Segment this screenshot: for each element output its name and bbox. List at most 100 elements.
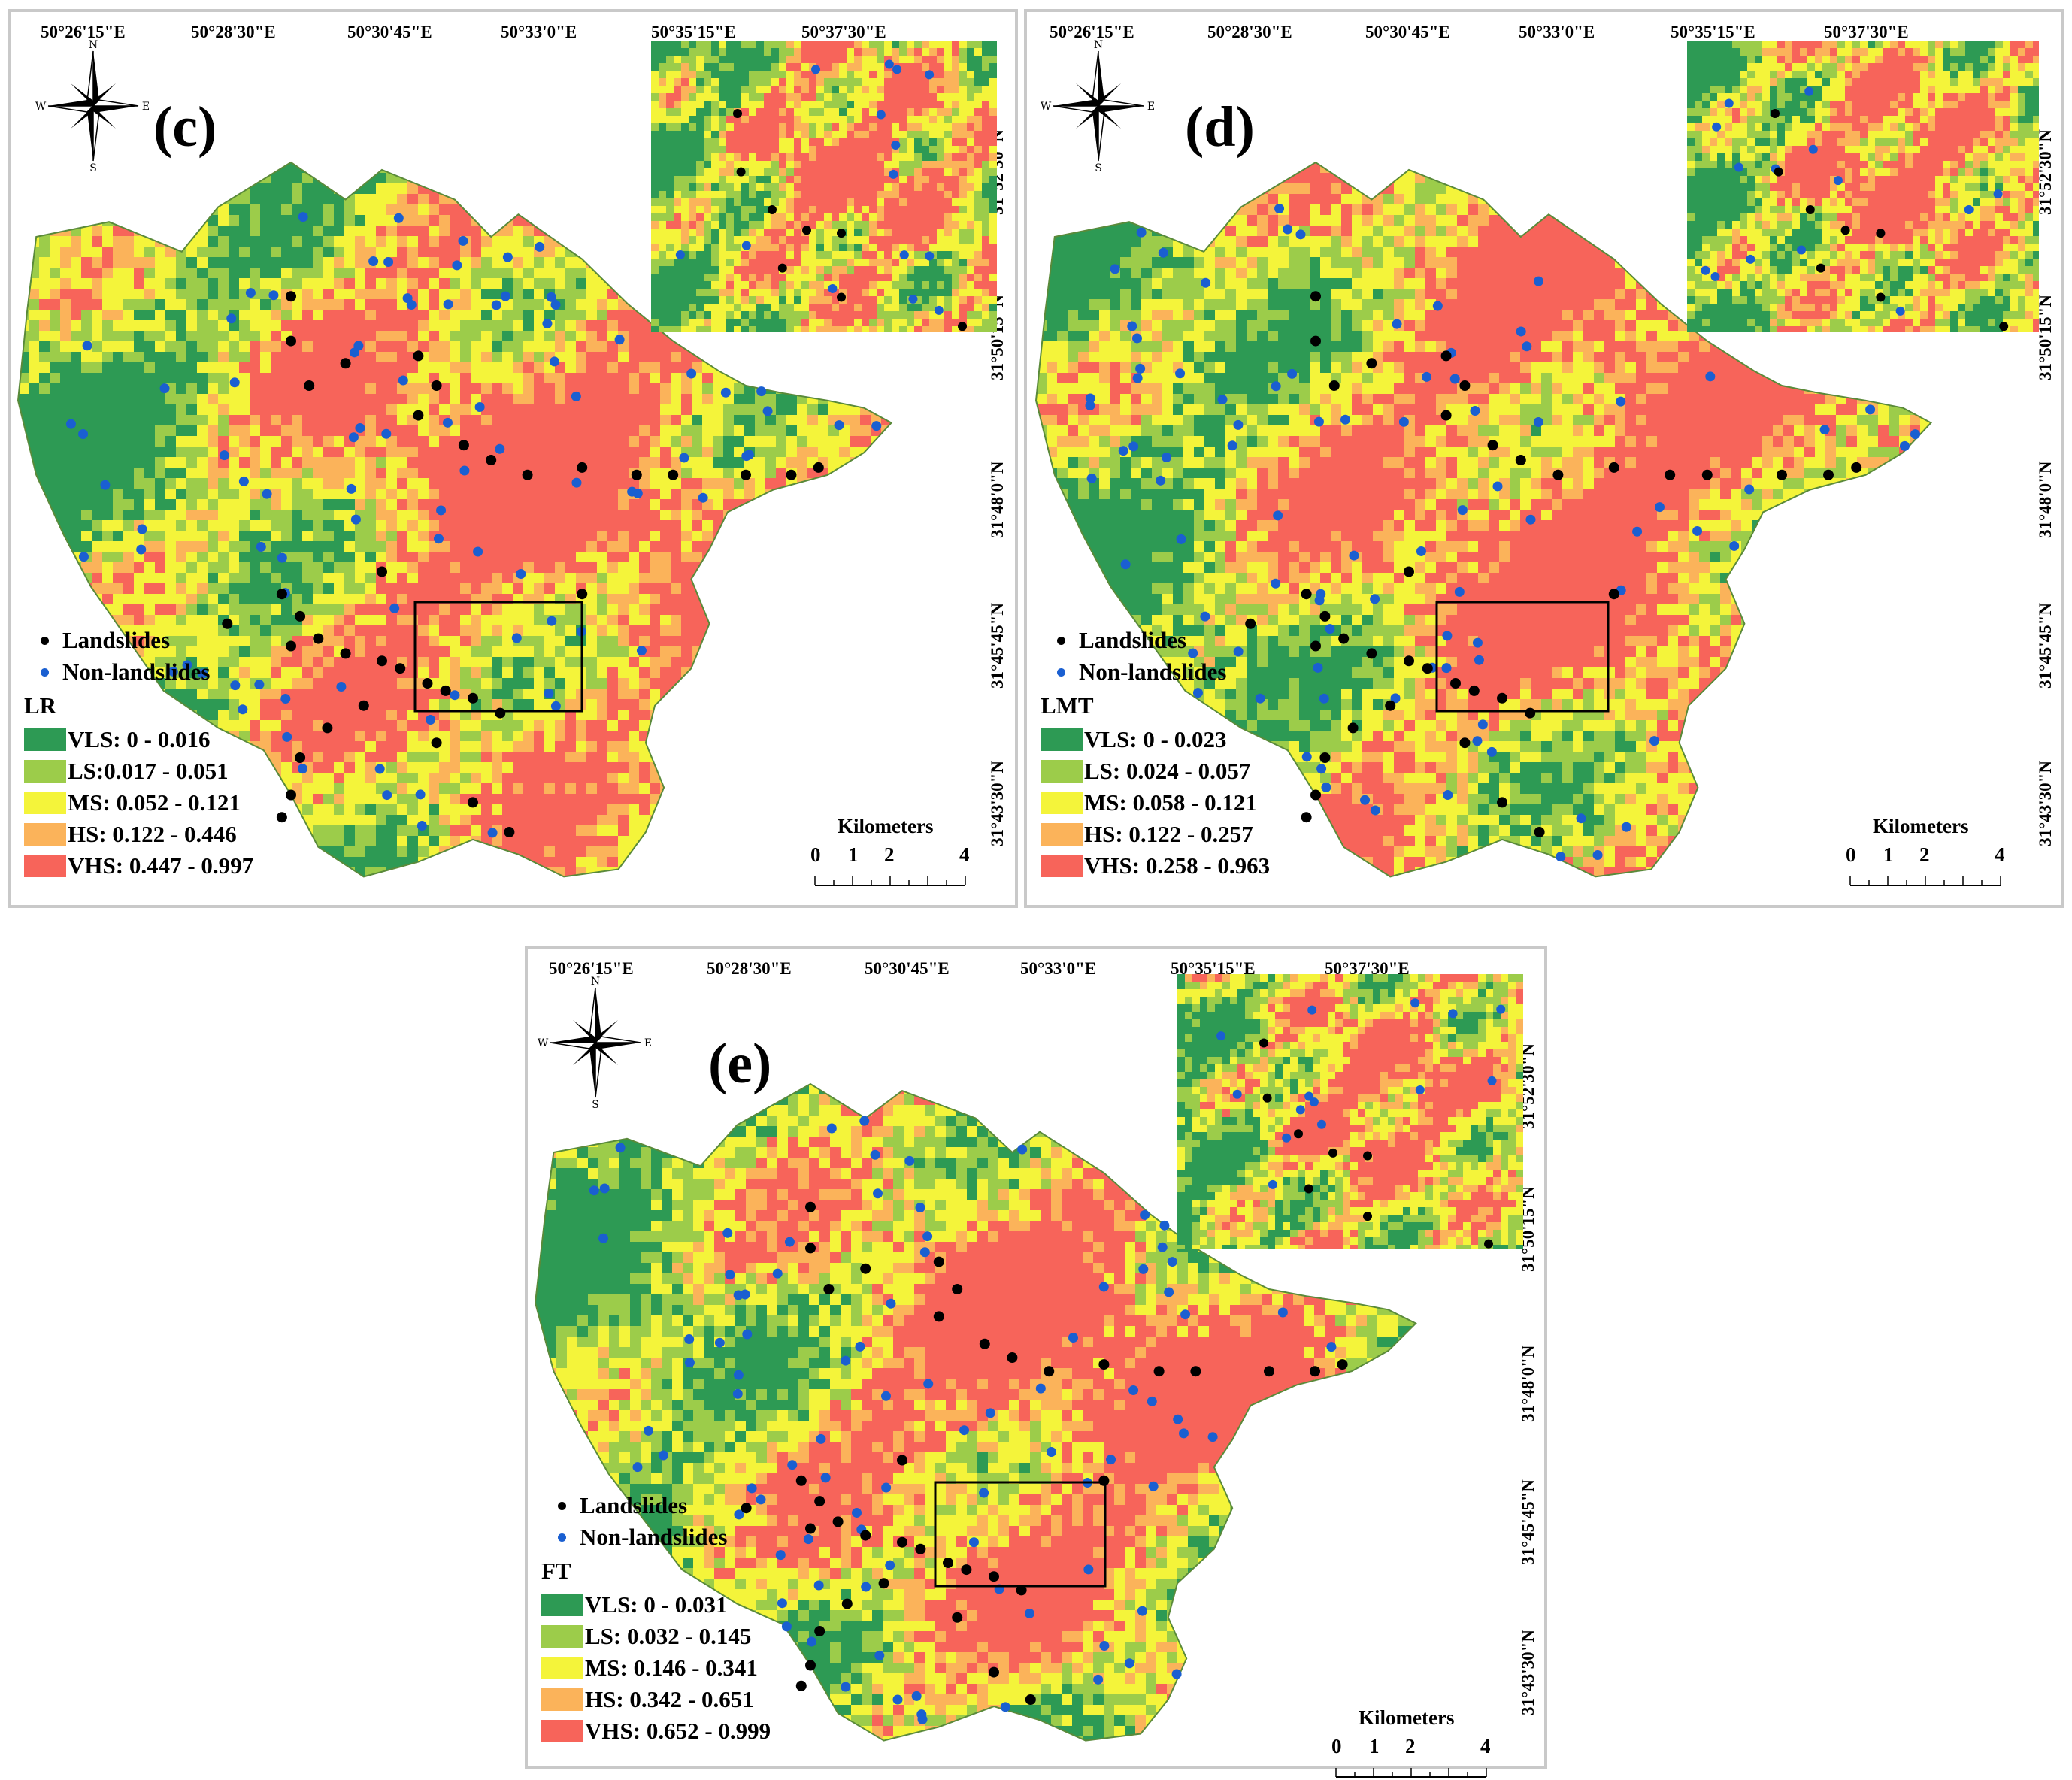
legend-class-ls: LS: 0.024 - 0.057 bbox=[1041, 755, 1270, 787]
non-landslide-point bbox=[230, 377, 240, 387]
non-landslide-point bbox=[1158, 1243, 1168, 1252]
landslide-point bbox=[1363, 1152, 1372, 1161]
landslide-point bbox=[1337, 1359, 1348, 1370]
non-landslide-point bbox=[777, 1598, 787, 1608]
svg-text:N: N bbox=[89, 39, 98, 51]
point-symbol-icon bbox=[1057, 668, 1065, 677]
landslide-point bbox=[1007, 1352, 1017, 1363]
latitude-label: 31°48'0"N bbox=[2036, 462, 2055, 538]
landslide-point bbox=[1806, 205, 1815, 214]
non-landslide-point bbox=[551, 701, 561, 711]
landslide-point bbox=[879, 1578, 889, 1588]
non-landslide-point bbox=[935, 306, 944, 315]
landslide-point bbox=[952, 1284, 962, 1294]
non-landslide-point bbox=[1321, 783, 1331, 792]
non-landslide-point bbox=[220, 450, 229, 460]
longitude-label: 50°30'45"E bbox=[865, 959, 950, 979]
color-swatch bbox=[1041, 823, 1083, 846]
latitude-label: 31°45'45"N bbox=[1519, 1479, 1538, 1565]
landslide-point bbox=[1816, 264, 1825, 273]
non-landslide-point bbox=[1119, 446, 1128, 456]
non-landslide-point bbox=[1325, 624, 1334, 634]
non-landslide-point bbox=[893, 1694, 903, 1704]
landslide-point bbox=[377, 655, 387, 666]
landslide-point bbox=[813, 462, 824, 473]
landslide-point bbox=[1999, 322, 2008, 331]
model-name: LR bbox=[24, 688, 253, 724]
landslide-point bbox=[423, 678, 433, 689]
non-landslide-point bbox=[347, 484, 356, 494]
non-landslide-point bbox=[600, 1183, 610, 1193]
non-landslide-point bbox=[1316, 764, 1326, 773]
non-landslide-point bbox=[891, 141, 900, 150]
model-name: FT bbox=[541, 1553, 771, 1589]
non-landslide-point bbox=[542, 319, 552, 328]
non-landslide-point bbox=[1218, 395, 1228, 404]
landslide-point bbox=[1823, 470, 1834, 480]
non-landslide-point bbox=[1316, 589, 1325, 599]
non-landslide-point bbox=[1128, 441, 1138, 451]
non-landslide-point bbox=[1487, 747, 1497, 757]
legend-class-ms: MS: 0.058 - 0.121 bbox=[1041, 787, 1270, 819]
landslide-point bbox=[1771, 109, 1780, 118]
non-landslide-point bbox=[855, 1342, 865, 1352]
non-landslide-point bbox=[1137, 228, 1147, 238]
non-landslide-point bbox=[349, 432, 359, 442]
non-landslide-point bbox=[1522, 341, 1531, 351]
non-landslide-point bbox=[892, 65, 901, 74]
non-landslide-point bbox=[886, 1299, 896, 1309]
non-landslide-point bbox=[835, 420, 844, 430]
legend-landslides: Landslides bbox=[1041, 625, 1270, 656]
legend-class-vls: VLS: 0 - 0.023 bbox=[1041, 724, 1270, 755]
landslide-point bbox=[733, 109, 742, 118]
non-landslide-point bbox=[416, 789, 426, 799]
non-landslide-point bbox=[1392, 319, 1402, 329]
legend-class-ls: LS:0.017 - 0.051 bbox=[24, 755, 253, 787]
non-landslide-point bbox=[1135, 364, 1145, 374]
non-landslide-point bbox=[1149, 1482, 1159, 1491]
non-landslide-point bbox=[807, 1636, 816, 1646]
non-landslide-point bbox=[1534, 277, 1543, 286]
non-landslide-point bbox=[785, 1237, 795, 1247]
non-landslide-point bbox=[1496, 1005, 1505, 1014]
non-landslide-point bbox=[83, 341, 92, 350]
non-landslide-point bbox=[268, 290, 278, 300]
landslide-point bbox=[934, 1257, 944, 1267]
landslide-point bbox=[805, 1524, 816, 1534]
non-landslide-point bbox=[571, 478, 581, 488]
non-landslide-point bbox=[1228, 440, 1237, 450]
non-landslide-point bbox=[1083, 1564, 1093, 1574]
non-landslide-point bbox=[1492, 481, 1502, 491]
non-landslide-point bbox=[1556, 852, 1565, 861]
non-landslide-point bbox=[1834, 176, 1843, 185]
non-landslide-point bbox=[659, 1451, 668, 1461]
landslide-point bbox=[441, 686, 451, 696]
svg-text:W: W bbox=[35, 101, 47, 113]
landslide-point bbox=[737, 168, 746, 177]
non-landslide-point bbox=[922, 1231, 932, 1241]
non-landslide-point bbox=[1085, 401, 1095, 410]
inset-zoom-map bbox=[1177, 974, 1523, 1249]
non-landslide-point bbox=[881, 1483, 891, 1493]
legend-class-vhs: VHS: 0.258 - 0.963 bbox=[1041, 850, 1270, 882]
landslide-point bbox=[277, 812, 287, 822]
legend-class-ms: MS: 0.146 - 0.341 bbox=[541, 1652, 771, 1684]
non-landslide-point bbox=[1164, 1287, 1174, 1297]
color-swatch bbox=[24, 855, 66, 877]
non-landslide-point bbox=[1632, 527, 1642, 537]
scale-title: Kilometers bbox=[1359, 1706, 1454, 1730]
non-landslide-point bbox=[512, 633, 522, 643]
landslide-point bbox=[1665, 470, 1675, 480]
color-swatch bbox=[541, 1720, 583, 1742]
non-landslide-point bbox=[1725, 98, 1734, 107]
non-landslide-point bbox=[1147, 1397, 1157, 1406]
landslide-point bbox=[897, 1455, 907, 1466]
non-landslide-point bbox=[1121, 559, 1131, 569]
non-landslide-point bbox=[1017, 1145, 1027, 1155]
legend-class-ms: MS: 0.052 - 0.121 bbox=[24, 787, 253, 819]
non-landslide-point bbox=[908, 295, 917, 304]
non-landslide-point bbox=[381, 429, 391, 439]
landslide-point bbox=[805, 1202, 816, 1212]
non-landslide-point bbox=[742, 241, 751, 250]
